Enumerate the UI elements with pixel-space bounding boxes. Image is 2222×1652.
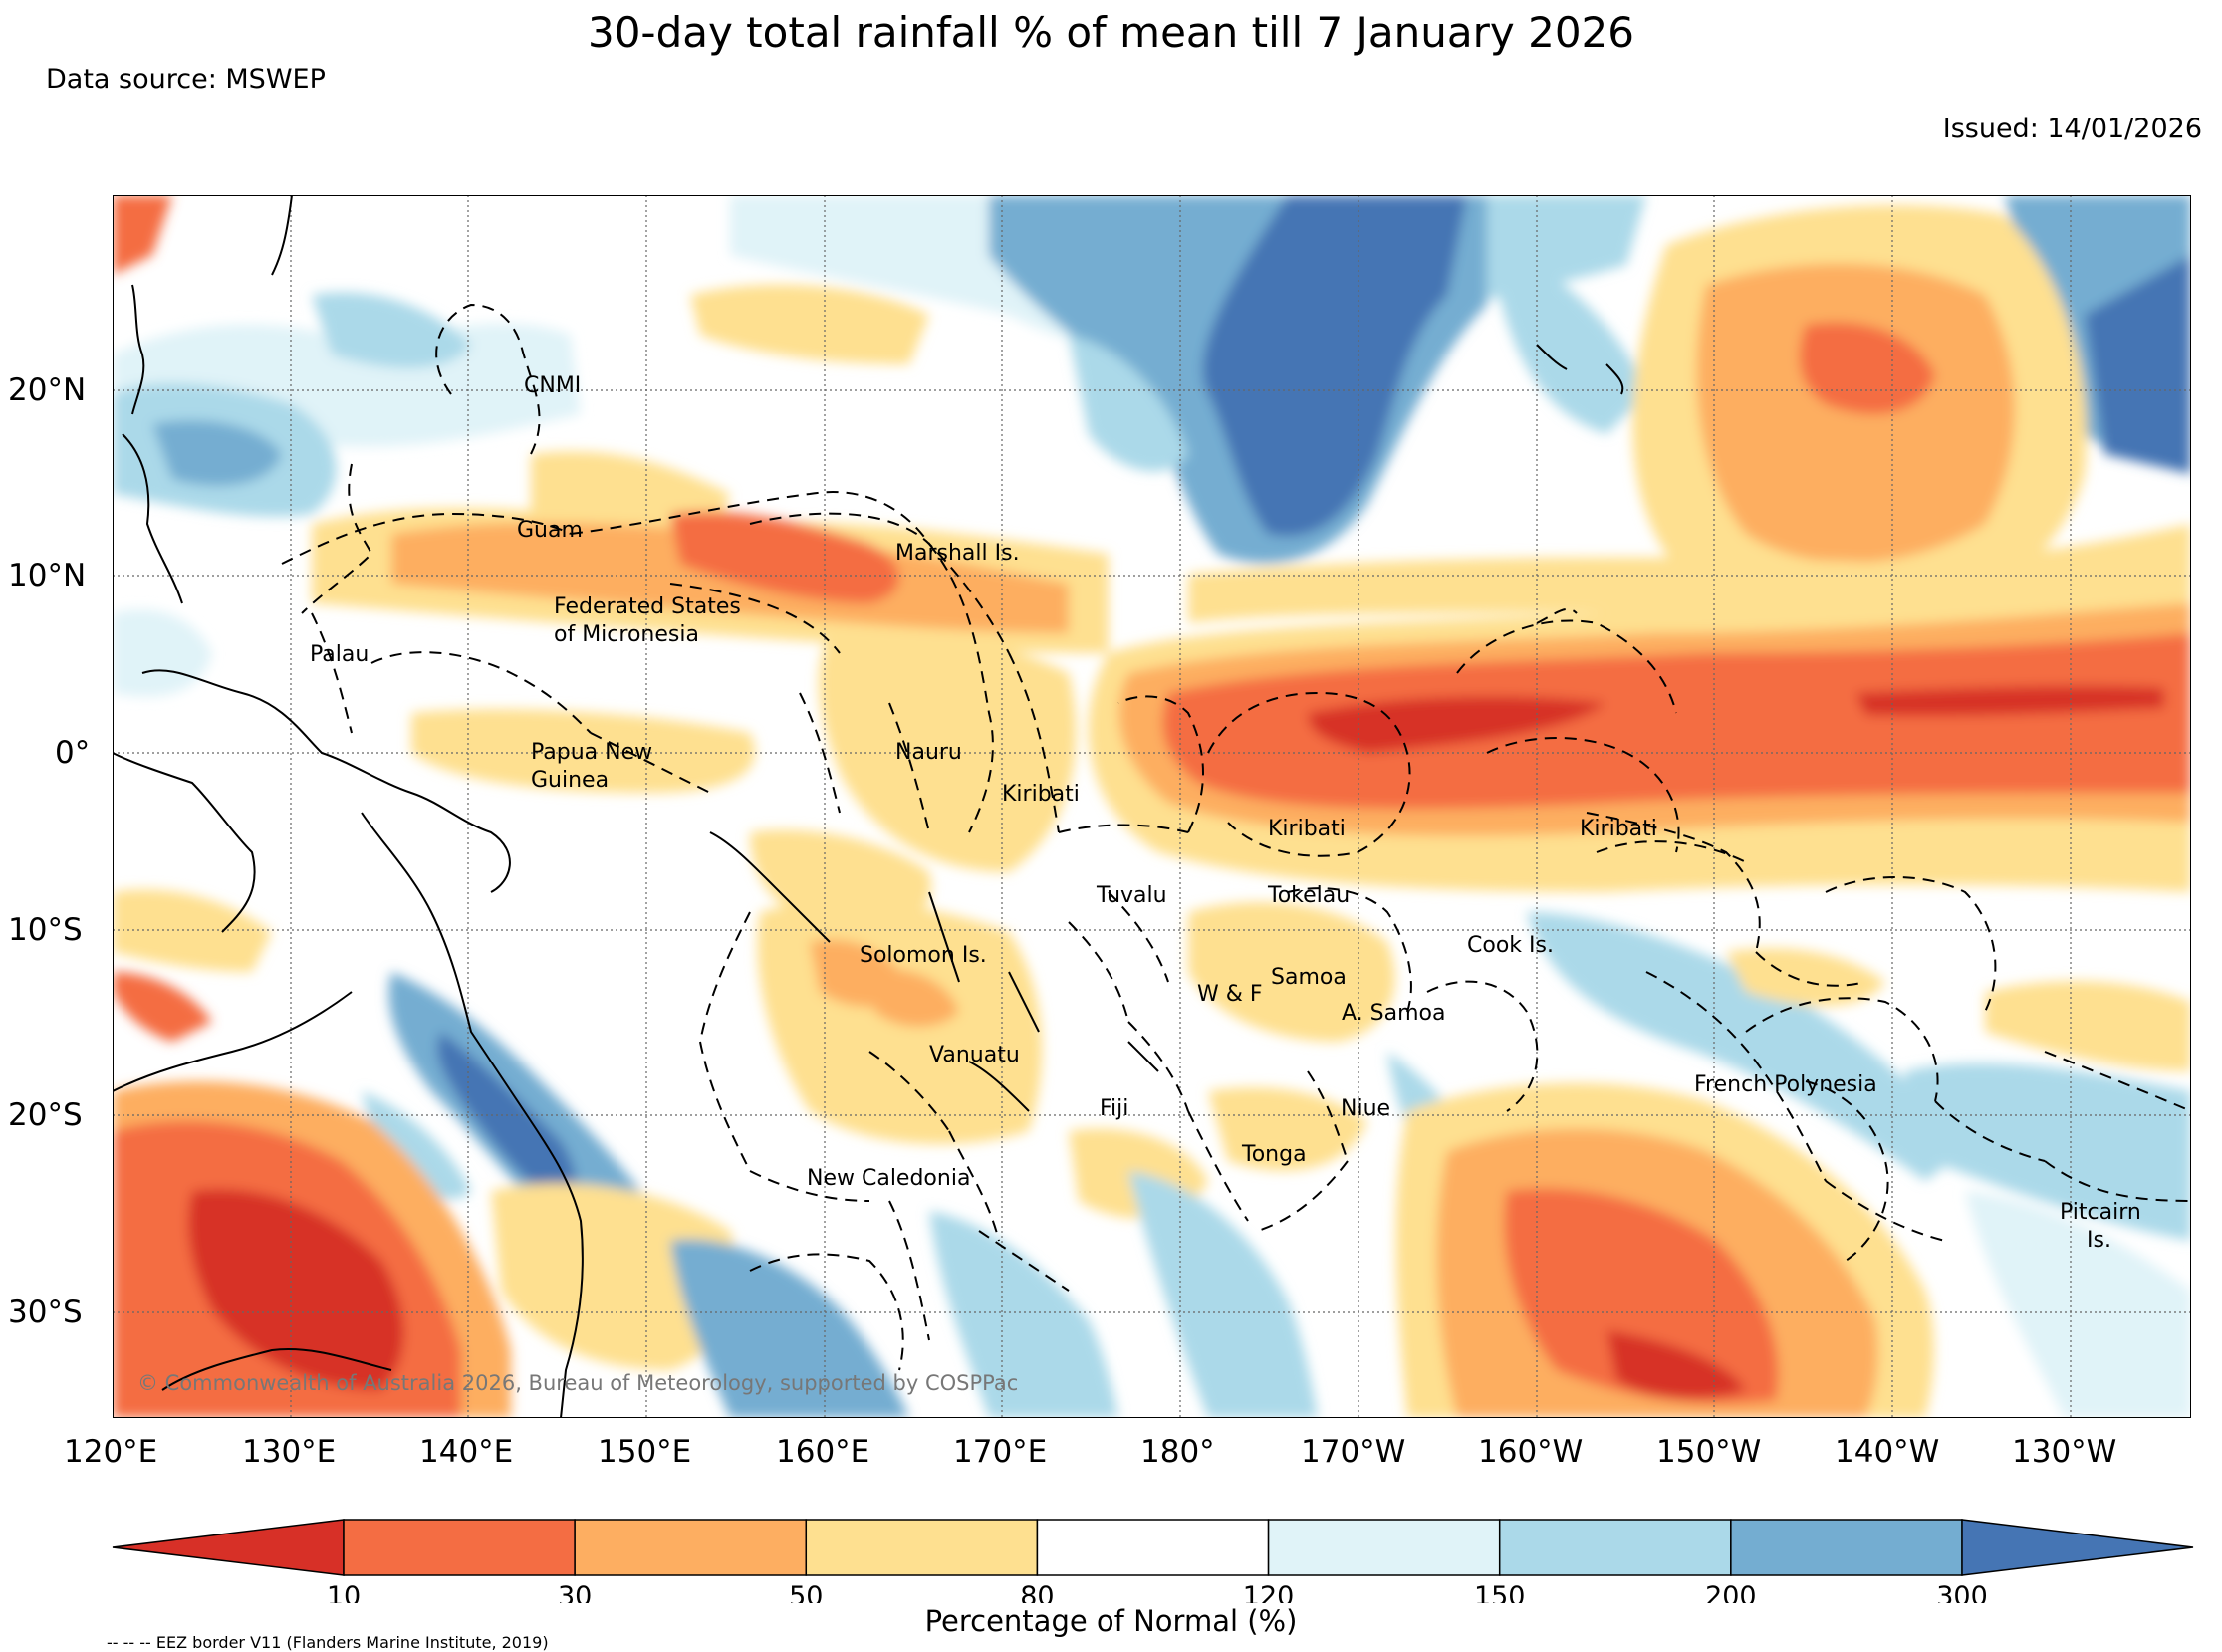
label-wallis-futuna: W & F xyxy=(1197,982,1263,1007)
colorbar-segment xyxy=(805,1519,1039,1576)
lat-label-30s: 30°S xyxy=(8,1295,83,1330)
lon-label-150e: 150°E xyxy=(598,1434,692,1470)
colorbar-segment xyxy=(1498,1519,1732,1576)
lon-label-170w: 170°W xyxy=(1301,1434,1406,1470)
label-nauru: Nauru xyxy=(895,740,962,765)
lon-label-180: 180° xyxy=(1140,1434,1215,1470)
label-kiribati-phoenix: Kiribati xyxy=(1268,817,1346,841)
label-tonga: Tonga xyxy=(1241,1142,1307,1167)
label-samoa: Samoa xyxy=(1271,965,1347,990)
label-niue: Niue xyxy=(1341,1096,1390,1121)
lon-label-160e: 160°E xyxy=(776,1434,870,1470)
eez-borders xyxy=(281,303,2191,1371)
label-fsm-line2: of Micronesia xyxy=(554,622,699,647)
lat-label-20s: 20°S xyxy=(8,1097,83,1133)
label-cnmi: CNMI xyxy=(524,373,581,398)
label-fsm-line1: Federated States xyxy=(554,594,741,619)
label-american-samoa: A. Samoa xyxy=(1342,1001,1445,1026)
colorbar-ticks: 10 30 50 80 120 150 200 300 xyxy=(327,1581,1988,1603)
lat-label-20n: 20°N xyxy=(8,372,87,408)
colorbar-tick-label: 120 xyxy=(1243,1581,1295,1603)
colorbar-segments xyxy=(112,1519,2194,1576)
colorbar-tick-label: 200 xyxy=(1705,1581,1757,1603)
lat-label-10n: 10°N xyxy=(8,558,87,593)
data-source: Data source: MSWEP xyxy=(46,64,326,95)
lon-label-140e: 140°E xyxy=(419,1434,514,1470)
colorbar-label: Percentage of Normal (%) xyxy=(924,1604,1298,1638)
copyright-notice: © Commonwealth of Australia 2026, Bureau… xyxy=(137,1371,1018,1395)
colorbar-tick-label: 80 xyxy=(1020,1581,1054,1603)
label-french-polynesia: French Polynesia xyxy=(1694,1072,1877,1097)
colorbar-segment xyxy=(1036,1519,1270,1576)
colorbar-tick-label: 50 xyxy=(789,1581,823,1603)
label-png-line2: Guinea xyxy=(531,768,609,793)
lat-label-10s: 10°S xyxy=(8,912,83,948)
colorbar-tick-label: 300 xyxy=(1936,1581,1988,1603)
issued-date: Issued: 14/01/2026 xyxy=(1942,114,2202,144)
lon-label-120e: 120°E xyxy=(64,1434,158,1470)
label-pitcairn-line2: Is. xyxy=(2087,1228,2111,1253)
coastlines xyxy=(113,195,1624,1418)
rainfall-map: CNMI Guam Marshall Is. Federated States … xyxy=(113,195,2191,1418)
colorbar-extend-low xyxy=(112,1519,345,1576)
colorbar-tick-label: 10 xyxy=(327,1581,361,1603)
map-title: 30-day total rainfall % of mean till 7 J… xyxy=(587,8,1634,57)
label-guam: Guam xyxy=(517,518,583,543)
colorbar-segment xyxy=(574,1519,808,1576)
lon-label-140w: 140°W xyxy=(1835,1434,1940,1470)
label-kiribati-line: Kiribati xyxy=(1580,817,1657,841)
rainfall-field xyxy=(113,195,2191,1418)
label-pitcairn-line1: Pitcairn xyxy=(2060,1200,2141,1225)
lon-label-160w: 160°W xyxy=(1478,1434,1584,1470)
label-kiribati-gilbert: Kiribati xyxy=(1002,782,1080,807)
colorbar-tick-label: 150 xyxy=(1474,1581,1526,1603)
label-fiji: Fiji xyxy=(1100,1096,1128,1121)
label-png-line1: Papua New xyxy=(531,740,652,765)
label-palau: Palau xyxy=(310,642,369,667)
eez-note: -- -- -- EEZ border V11 (Flanders Marine… xyxy=(107,1633,549,1652)
label-tokelau: Tokelau xyxy=(1267,883,1350,908)
colorbar-segment xyxy=(343,1519,576,1576)
lat-label-0: 0° xyxy=(55,735,91,771)
colorbar-segment xyxy=(1730,1519,1963,1576)
colorbar-tick-label: 30 xyxy=(558,1581,592,1603)
lon-label-130w: 130°W xyxy=(2012,1434,2117,1470)
label-vanuatu: Vanuatu xyxy=(929,1043,1020,1067)
colorbar: 10 30 50 80 120 150 200 300 xyxy=(112,1519,2194,1603)
label-marshall-is: Marshall Is. xyxy=(895,541,1020,566)
colorbar-segment xyxy=(1267,1519,1501,1576)
colorbar-extend-high xyxy=(1961,1519,2194,1576)
label-new-caledonia: New Caledonia xyxy=(807,1166,970,1191)
label-cook-is: Cook Is. xyxy=(1467,933,1554,958)
label-solomon-is: Solomon Is. xyxy=(860,943,987,968)
region-labels: CNMI Guam Marshall Is. Federated States … xyxy=(310,373,2141,1253)
label-tuvalu: Tuvalu xyxy=(1096,883,1167,908)
lon-label-170e: 170°E xyxy=(953,1434,1048,1470)
lon-label-150w: 150°W xyxy=(1656,1434,1762,1470)
lon-label-130e: 130°E xyxy=(242,1434,337,1470)
